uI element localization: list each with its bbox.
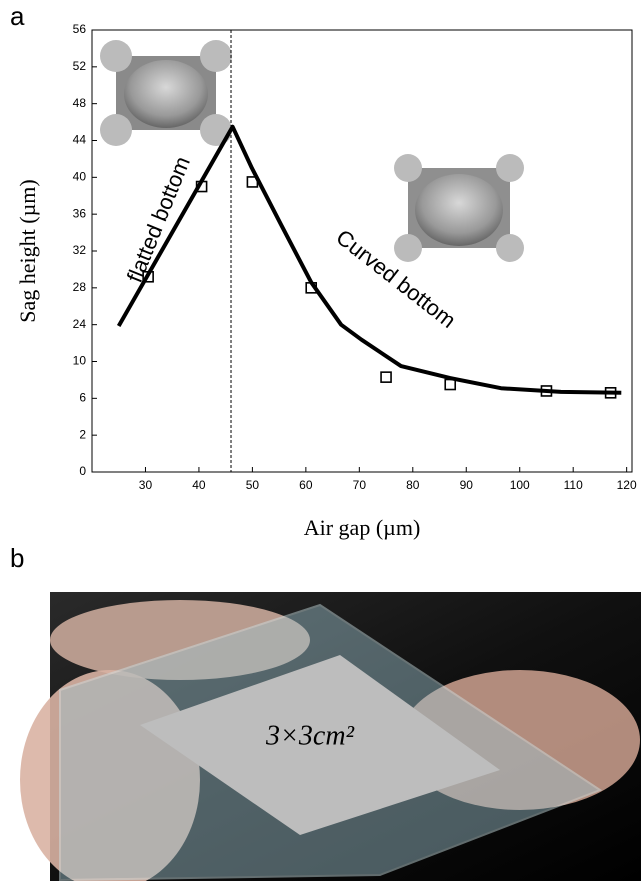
data-point xyxy=(381,372,391,382)
x-axis-title: Air gap (µm) xyxy=(304,515,421,540)
x-tick-label: 90 xyxy=(460,478,474,492)
x-tick-label: 110 xyxy=(564,478,583,492)
x-tick-label: 100 xyxy=(510,478,530,492)
y-tick-label: 36 xyxy=(73,206,87,220)
panel-label: a xyxy=(10,1,25,31)
y-tick-label: 32 xyxy=(73,243,87,257)
y-tick-label: 52 xyxy=(73,59,87,73)
x-tick-label: 30 xyxy=(139,478,153,492)
x-tick-label: 40 xyxy=(192,478,206,492)
y-tick-label: 24 xyxy=(73,317,87,331)
y-axis-title: Sag height (µm) xyxy=(15,179,40,322)
x-tick-label: 50 xyxy=(246,478,260,492)
figure: a Air gap (µm) Sag height (µm) flatted b… xyxy=(0,0,641,881)
y-tick-label: 10 xyxy=(73,354,87,368)
y-tick-label: 56 xyxy=(73,22,87,36)
x-tick-label: 80 xyxy=(406,478,420,492)
inset-image xyxy=(100,40,232,146)
y-tick-label: 40 xyxy=(73,170,87,184)
y-tick-label: 48 xyxy=(73,96,87,110)
y-tick-label: 6 xyxy=(79,391,86,405)
page: a Air gap (µm) Sag height (µm) flatted b… xyxy=(0,0,641,881)
panel-label: b xyxy=(10,543,24,573)
photo-label: 3×3cm² xyxy=(265,720,355,751)
x-tick-label: 60 xyxy=(299,478,313,492)
y-tick-label: 44 xyxy=(73,133,87,147)
data-point xyxy=(445,380,455,390)
x-tick-label: 70 xyxy=(353,478,367,492)
inset-image xyxy=(394,154,524,262)
y-tick-label: 28 xyxy=(73,280,87,294)
y-tick-label: 2 xyxy=(79,427,86,441)
x-tick-label: 120 xyxy=(617,478,637,492)
y-tick-label: 0 xyxy=(79,464,86,478)
annotation: flatted bottom xyxy=(122,153,195,286)
